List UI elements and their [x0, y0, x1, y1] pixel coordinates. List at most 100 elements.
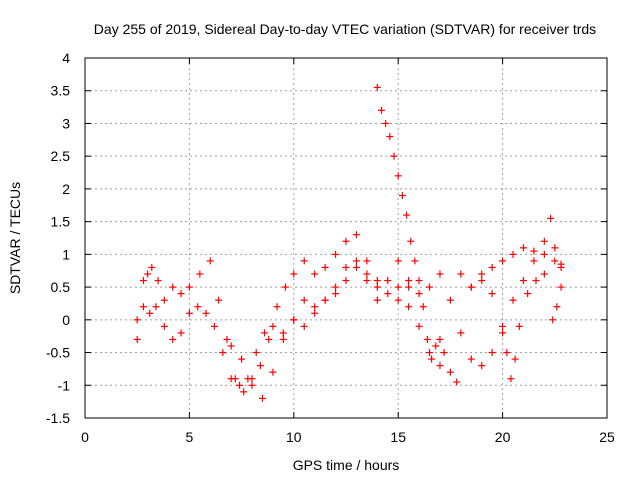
- series-track-2: [133, 257, 413, 389]
- data-point: [236, 381, 244, 389]
- data-point: [139, 303, 147, 311]
- data-point: [467, 355, 475, 363]
- data-point: [382, 119, 390, 127]
- data-point: [352, 263, 360, 271]
- data-point: [436, 335, 444, 343]
- data-point: [405, 277, 413, 285]
- data-point: [446, 296, 454, 304]
- data-point: [342, 263, 350, 271]
- x-axis-label: GPS time / hours: [293, 457, 400, 473]
- data-point: [177, 329, 185, 337]
- data-point: [133, 316, 141, 324]
- data-point: [160, 296, 168, 304]
- y-axis-label: SDTVAR / TECUs: [7, 182, 23, 294]
- x-tick-label: 25: [599, 429, 615, 445]
- data-point: [551, 257, 559, 265]
- data-point: [321, 263, 329, 271]
- data-point: [524, 290, 532, 298]
- x-tick-label: 10: [286, 429, 302, 445]
- data-point: [215, 296, 223, 304]
- y-tick-label: 4: [62, 50, 70, 66]
- data-point: [311, 303, 319, 311]
- data-point: [223, 335, 231, 343]
- data-point: [457, 329, 465, 337]
- data-point: [426, 283, 434, 291]
- data-point: [281, 283, 289, 291]
- data-point: [426, 349, 434, 357]
- data-point: [373, 296, 381, 304]
- data-point: [352, 231, 360, 239]
- data-point: [321, 296, 329, 304]
- data-point: [519, 244, 527, 252]
- data-point: [457, 270, 465, 278]
- data-point: [290, 316, 298, 324]
- data-point: [227, 375, 235, 383]
- data-point: [342, 277, 350, 285]
- tick-labels: 0 5 10 15 20 25 -1.5 -1 -0.5 0 0.5 1 1.5 2 2.5 3 3.5 4: [46, 50, 615, 445]
- series-track-5: [394, 214, 565, 370]
- data-point: [202, 309, 210, 317]
- data-point: [499, 329, 507, 337]
- data-point: [240, 388, 248, 396]
- data-point: [432, 342, 440, 350]
- data-point: [540, 270, 548, 278]
- data-point: [519, 277, 527, 285]
- y-tick-label: 3.5: [51, 83, 71, 99]
- data-point: [405, 283, 413, 291]
- data-point: [144, 270, 152, 278]
- data-point: [557, 283, 565, 291]
- data-point: [530, 247, 538, 255]
- data-point: [265, 335, 273, 343]
- data-point: [148, 263, 156, 271]
- data-point: [300, 257, 308, 265]
- data-point: [407, 237, 415, 245]
- data-point: [377, 106, 385, 114]
- data-point: [185, 283, 193, 291]
- data-point: [398, 191, 406, 199]
- y-tick-label: 0.5: [51, 279, 71, 295]
- data-point: [311, 309, 319, 317]
- data-point: [332, 283, 340, 291]
- data-point: [488, 349, 496, 357]
- y-tick-label: 0: [62, 312, 70, 328]
- series-track-4: [373, 83, 461, 386]
- data-point: [511, 355, 519, 363]
- data-point: [169, 283, 177, 291]
- data-point: [311, 270, 319, 278]
- data-point: [342, 237, 350, 245]
- data-point: [252, 349, 260, 357]
- data-point: [279, 335, 287, 343]
- data-point: [436, 362, 444, 370]
- series-track-1: [133, 231, 381, 396]
- data-point: [290, 270, 298, 278]
- y-tick-label: -1.5: [46, 410, 70, 426]
- y-tick-label: -1: [58, 377, 71, 393]
- chart-title: Day 255 of 2019, Sidereal Day-to-day VTE…: [94, 21, 596, 37]
- data-point: [551, 244, 559, 252]
- data-point: [499, 257, 507, 265]
- data-points: [133, 83, 565, 402]
- data-point: [478, 362, 486, 370]
- data-point: [384, 277, 392, 285]
- data-point: [373, 277, 381, 285]
- data-point: [332, 250, 340, 258]
- data-point: [415, 290, 423, 298]
- data-point: [248, 375, 256, 383]
- data-point: [394, 283, 402, 291]
- data-point: [436, 270, 444, 278]
- y-tick-label: 1: [62, 246, 70, 262]
- data-point: [269, 368, 277, 376]
- data-point: [394, 257, 402, 265]
- data-point: [509, 250, 517, 258]
- y-tick-label: 2: [62, 181, 70, 197]
- data-point: [423, 335, 431, 343]
- data-point: [394, 296, 402, 304]
- data-point: [169, 335, 177, 343]
- data-point: [256, 362, 264, 370]
- plot-frame: [84, 57, 608, 419]
- data-point: [415, 322, 423, 330]
- data-point: [515, 322, 523, 330]
- data-point: [261, 329, 269, 337]
- data-point: [206, 257, 214, 265]
